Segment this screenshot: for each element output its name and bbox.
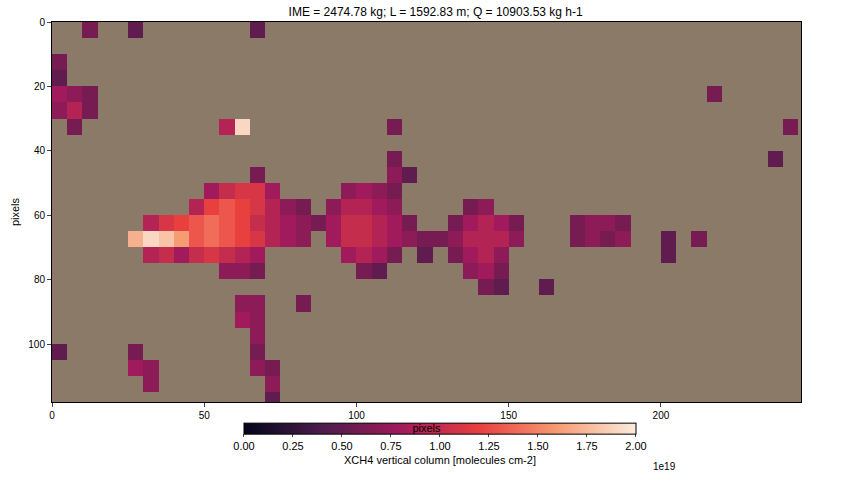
svg-text:pixels: pixels xyxy=(412,422,441,434)
svg-text:1.75: 1.75 xyxy=(576,440,597,452)
svg-text:20: 20 xyxy=(34,81,46,92)
svg-text:0: 0 xyxy=(49,410,55,421)
svg-text:50: 50 xyxy=(199,410,211,421)
svg-text:0.00: 0.00 xyxy=(233,440,254,452)
svg-text:pixels: pixels xyxy=(9,197,21,226)
svg-text:40: 40 xyxy=(34,145,46,156)
svg-text:150: 150 xyxy=(500,410,517,421)
svg-text:0: 0 xyxy=(39,17,45,28)
svg-text:1.00: 1.00 xyxy=(429,440,450,452)
svg-text:0.25: 0.25 xyxy=(282,440,303,452)
svg-text:100: 100 xyxy=(28,339,45,350)
svg-text:200: 200 xyxy=(653,410,670,421)
svg-text:80: 80 xyxy=(34,274,46,285)
svg-text:0.50: 0.50 xyxy=(331,440,352,452)
svg-text:1.25: 1.25 xyxy=(478,440,499,452)
svg-text:2.00: 2.00 xyxy=(625,440,646,452)
svg-text:XCH4 vertical column [molecule: XCH4 vertical column [molecules cm-2] xyxy=(344,454,536,466)
svg-text:60: 60 xyxy=(34,210,46,221)
svg-text:1e19: 1e19 xyxy=(653,461,676,472)
svg-text:0.75: 0.75 xyxy=(380,440,401,452)
svg-text:100: 100 xyxy=(348,410,365,421)
svg-text:IME = 2474.78 kg; L = 1592.83: IME = 2474.78 kg; L = 1592.83 m; Q = 109… xyxy=(289,5,583,19)
svg-text:1.50: 1.50 xyxy=(527,440,548,452)
